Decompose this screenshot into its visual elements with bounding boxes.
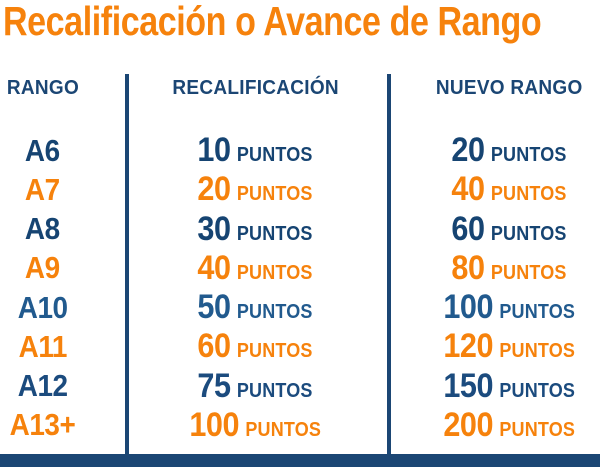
puntos-label: PUNTOS <box>490 183 567 206</box>
puntos-label: PUNTOS <box>499 301 575 324</box>
table-rows: A6 10 PUNTOS 20 PUNTOS A7 20 PUNTOS 40 P… <box>0 131 600 445</box>
nuevo-rango-value: 120 PUNTOS <box>443 327 575 366</box>
footer-bar <box>0 454 600 467</box>
recalificacion-points-number: 60 <box>197 327 232 366</box>
puntos-label: PUNTOS <box>237 144 314 167</box>
rank-label: A6 <box>25 132 60 168</box>
rank-label: A12 <box>17 368 68 404</box>
rank-cell: A12 <box>0 367 127 406</box>
nuevo-rango-value: 200 PUNTOS <box>443 406 575 445</box>
puntos-label: PUNTOS <box>237 222 314 245</box>
puntos-label: PUNTOS <box>490 261 567 284</box>
recalificacion-points-number: 40 <box>197 248 232 287</box>
column-header-recalificacion: RECALIFICACIÓN <box>127 73 390 103</box>
rank-label: A13+ <box>9 407 76 443</box>
nuevo-rango-cell: 60 PUNTOS <box>390 210 600 249</box>
puntos-label: PUNTOS <box>245 418 322 441</box>
recalificacion-points-number: 10 <box>197 131 232 170</box>
nuevo-rango-points-number: 60 <box>451 209 485 248</box>
rank-cell: A7 <box>0 170 127 209</box>
rank-cell: A6 <box>0 131 127 170</box>
recalificacion-cell: 40 PUNTOS <box>127 249 390 288</box>
nuevo-rango-cell: 40 PUNTOS <box>390 170 600 209</box>
recalificacion-value: 20 PUNTOS <box>198 170 313 209</box>
recalificacion-cell: 100 PUNTOS <box>127 406 390 445</box>
table-header: RANGO RECALIFICACIÓN NUEVO RANGO <box>0 73 600 103</box>
rank-cell: A8 <box>0 210 127 249</box>
recalificacion-points-number: 75 <box>197 366 232 405</box>
nuevo-rango-cell: 20 PUNTOS <box>390 131 600 170</box>
nuevo-rango-value: 80 PUNTOS <box>451 249 566 288</box>
column-header-nuevo-rango-label: NUEVO RANGO <box>435 76 583 99</box>
nuevo-rango-points-number: 150 <box>443 366 493 405</box>
puntos-label: PUNTOS <box>237 301 314 324</box>
recalificacion-value: 10 PUNTOS <box>198 131 313 170</box>
puntos-label: PUNTOS <box>490 144 567 167</box>
nuevo-rango-value: 60 PUNTOS <box>451 210 566 249</box>
rank-label: A8 <box>25 211 60 247</box>
rank-cell: A11 <box>0 327 127 366</box>
nuevo-rango-points-number: 120 <box>443 327 493 366</box>
nuevo-rango-value: 40 PUNTOS <box>451 170 566 209</box>
nuevo-rango-points-number: 20 <box>451 131 485 170</box>
nuevo-rango-cell: 200 PUNTOS <box>390 406 600 445</box>
rank-label: A11 <box>18 328 67 364</box>
recalificacion-cell: 20 PUNTOS <box>127 170 390 209</box>
puntos-label: PUNTOS <box>490 222 567 245</box>
nuevo-rango-points-number: 100 <box>443 288 493 327</box>
page-title: Recalificación o Avance de Rango <box>3 0 542 44</box>
column-divider-left <box>125 74 129 454</box>
column-header-rango-label: RANGO <box>6 76 79 99</box>
puntos-label: PUNTOS <box>499 379 575 402</box>
recalificacion-value: 100 PUNTOS <box>190 406 322 445</box>
nuevo-rango-points-number: 80 <box>451 248 485 287</box>
rank-label: A9 <box>25 250 60 286</box>
recalificacion-cell: 10 PUNTOS <box>127 131 390 170</box>
nuevo-rango-value: 150 PUNTOS <box>443 367 575 406</box>
rank-label: A7 <box>25 171 60 207</box>
recalificacion-value: 30 PUNTOS <box>198 210 313 249</box>
recalificacion-points-number: 100 <box>189 405 240 444</box>
nuevo-rango-value: 100 PUNTOS <box>443 288 575 327</box>
nuevo-rango-cell: 80 PUNTOS <box>390 249 600 288</box>
column-divider-right <box>387 74 391 454</box>
nuevo-rango-points-number: 200 <box>443 405 493 444</box>
puntos-label: PUNTOS <box>237 340 314 363</box>
nuevo-rango-cell: 150 PUNTOS <box>390 367 600 406</box>
recalificacion-points-number: 30 <box>197 209 232 248</box>
recalificacion-value: 50 PUNTOS <box>198 288 313 327</box>
recalificacion-points-number: 20 <box>197 170 232 209</box>
recalificacion-points-number: 50 <box>197 288 232 327</box>
recalificacion-value: 60 PUNTOS <box>198 327 313 366</box>
rank-label: A10 <box>17 289 68 325</box>
puntos-label: PUNTOS <box>237 379 314 402</box>
nuevo-rango-cell: 100 PUNTOS <box>390 288 600 327</box>
nuevo-rango-cell: 120 PUNTOS <box>390 327 600 366</box>
column-header-nuevo-rango: NUEVO RANGO <box>390 73 600 103</box>
puntos-label: PUNTOS <box>237 261 314 284</box>
puntos-label: PUNTOS <box>237 183 314 206</box>
column-header-recalificacion-label: RECALIFICACIÓN <box>172 76 339 99</box>
recalificacion-cell: 50 PUNTOS <box>127 288 390 327</box>
recalificacion-cell: 75 PUNTOS <box>127 367 390 406</box>
nuevo-rango-points-number: 40 <box>451 170 485 209</box>
rank-cell: A13+ <box>0 406 127 445</box>
nuevo-rango-value: 20 PUNTOS <box>451 131 566 170</box>
recalificacion-value: 40 PUNTOS <box>198 249 313 288</box>
rank-cell: A10 <box>0 288 127 327</box>
puntos-label: PUNTOS <box>499 340 575 363</box>
column-header-rango: RANGO <box>0 73 127 103</box>
recalificacion-value: 75 PUNTOS <box>198 367 313 406</box>
recalificacion-cell: 30 PUNTOS <box>127 210 390 249</box>
rank-cell: A9 <box>0 249 127 288</box>
puntos-label: PUNTOS <box>499 418 575 441</box>
recalificacion-cell: 60 PUNTOS <box>127 327 390 366</box>
